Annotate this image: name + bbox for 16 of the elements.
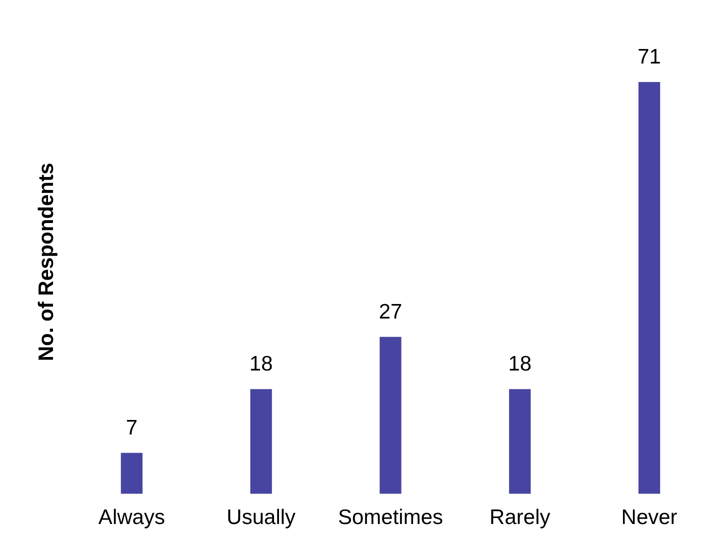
data-label: 71 (638, 45, 661, 68)
data-label: 27 (378, 300, 402, 324)
x-tick-label: Sometimes (338, 506, 444, 530)
x-tick-label: Never (621, 506, 678, 530)
x-tick-label: Always (98, 506, 165, 530)
bar (250, 389, 272, 494)
bar (380, 336, 402, 494)
data-label: 7 (126, 416, 138, 440)
y-axis-title: No. of Respondents (34, 162, 58, 362)
bar (638, 82, 660, 494)
data-label: 18 (508, 352, 532, 376)
bar (120, 452, 143, 494)
data-label: 18 (249, 352, 273, 376)
bar (509, 389, 531, 494)
x-tick-label: Rarely (490, 506, 551, 530)
x-tick-label: Usually (226, 506, 296, 530)
